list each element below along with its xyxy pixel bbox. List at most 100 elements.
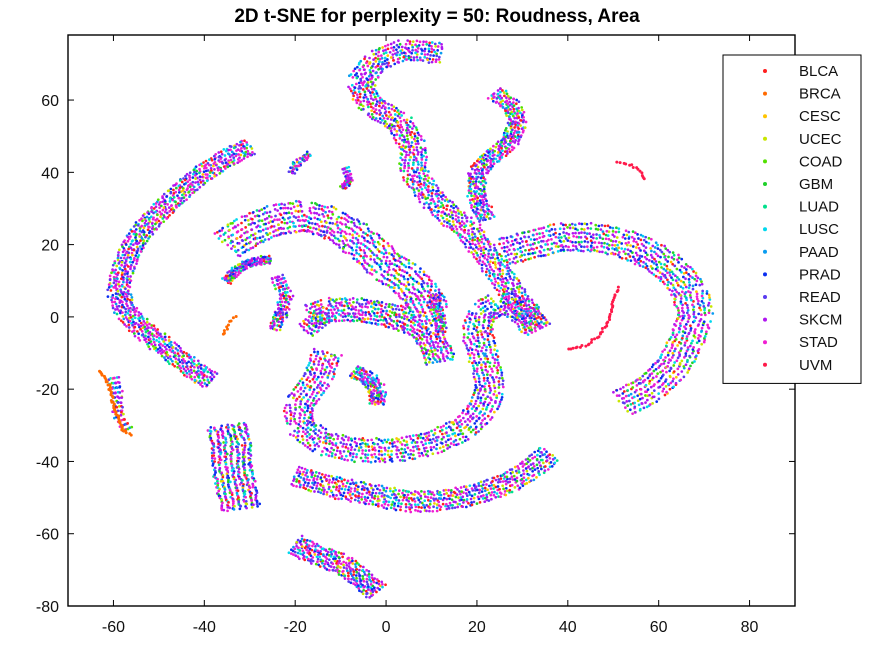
data-point — [398, 126, 401, 129]
data-point — [469, 425, 473, 429]
data-point — [357, 449, 361, 452]
data-point — [112, 281, 116, 285]
data-point — [366, 227, 370, 231]
data-point — [269, 220, 273, 223]
data-point — [267, 254, 271, 258]
data-point — [168, 213, 171, 217]
data-point — [429, 448, 433, 452]
data-point — [488, 365, 492, 368]
data-point — [282, 296, 286, 300]
data-point — [352, 69, 356, 73]
data-point — [486, 357, 490, 361]
data-point — [190, 358, 193, 361]
data-point — [312, 375, 316, 379]
data-point — [110, 298, 113, 302]
data-point — [380, 118, 384, 122]
data-point — [369, 317, 373, 321]
data-point — [377, 381, 381, 385]
data-point — [441, 204, 445, 207]
data-point — [489, 260, 492, 264]
data-point — [481, 419, 484, 422]
data-point — [426, 179, 430, 183]
data-point — [230, 266, 234, 270]
data-point — [187, 191, 190, 194]
data-point — [479, 421, 483, 425]
data-point — [393, 127, 396, 131]
data-point — [116, 307, 119, 311]
data-point — [361, 65, 365, 69]
data-point — [431, 361, 435, 364]
data-point — [147, 345, 151, 349]
data-point — [130, 298, 134, 302]
data-point — [154, 346, 158, 350]
data-point — [383, 276, 387, 280]
data-point — [488, 274, 492, 278]
data-point — [365, 246, 369, 250]
data-point — [378, 104, 381, 108]
data-point — [512, 136, 515, 140]
data-point — [327, 236, 331, 240]
data-point — [208, 158, 211, 161]
data-point — [246, 218, 250, 222]
data-point — [377, 279, 381, 283]
data-point — [449, 348, 453, 352]
data-point — [294, 399, 298, 402]
data-point — [294, 209, 298, 213]
data-point — [479, 399, 483, 402]
data-point — [222, 148, 226, 151]
data-point — [121, 284, 124, 288]
data-point — [412, 161, 415, 165]
data-point — [391, 303, 394, 306]
data-point — [417, 171, 421, 175]
data-point — [498, 376, 501, 380]
data-point — [499, 368, 503, 372]
data-point — [327, 384, 331, 388]
data-point — [417, 189, 421, 192]
data-point — [161, 200, 165, 204]
data-point — [133, 316, 137, 320]
data-point — [414, 142, 418, 146]
data-point — [309, 311, 313, 315]
data-point — [477, 380, 481, 384]
data-point — [411, 457, 415, 461]
data-point — [325, 231, 329, 234]
data-point — [306, 406, 310, 410]
data-point — [123, 261, 127, 265]
data-point — [350, 246, 354, 250]
data-point — [386, 453, 390, 457]
data-point — [442, 424, 445, 428]
data-point — [361, 366, 365, 370]
data-point — [467, 234, 471, 238]
data-point — [541, 326, 544, 329]
data-point — [352, 374, 355, 378]
data-point — [227, 148, 230, 152]
data-point — [417, 150, 420, 154]
data-point — [395, 264, 399, 268]
data-point — [332, 437, 336, 441]
data-point — [126, 256, 129, 259]
data-point — [492, 378, 495, 382]
data-point — [441, 324, 444, 328]
data-point — [324, 439, 328, 443]
data-point — [292, 221, 295, 225]
data-point — [384, 51, 388, 54]
data-point — [407, 283, 411, 286]
data-point — [423, 449, 427, 453]
data-point — [148, 330, 152, 334]
data-point — [330, 205, 333, 208]
data-point — [323, 225, 327, 228]
data-point — [213, 232, 217, 235]
data-point — [409, 120, 412, 124]
data-point — [455, 227, 459, 231]
data-point — [493, 344, 497, 348]
data-point — [252, 257, 256, 260]
data-point — [271, 281, 275, 284]
data-point — [375, 278, 379, 282]
data-point — [160, 348, 164, 351]
data-point — [426, 301, 429, 304]
data-point — [276, 283, 280, 286]
data-point — [187, 360, 190, 364]
data-point — [355, 225, 359, 229]
data-point — [497, 284, 501, 288]
data-point — [419, 182, 423, 186]
